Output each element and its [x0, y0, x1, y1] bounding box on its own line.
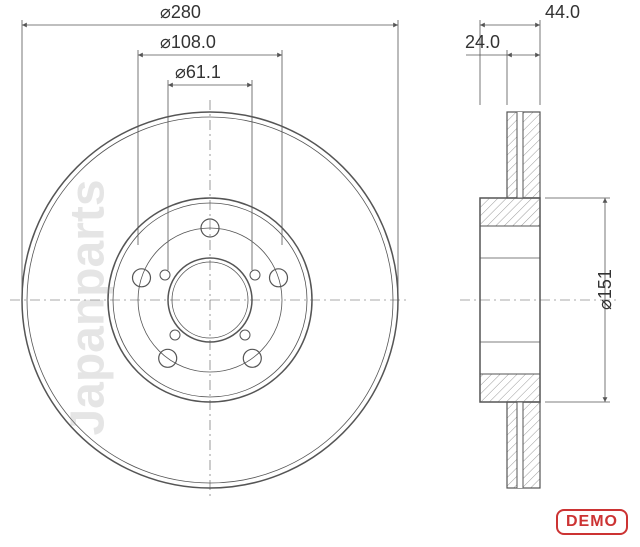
dim-w24: 24.0: [465, 32, 500, 53]
dim-d151: ⌀151: [595, 269, 616, 310]
dim-w44: 44.0: [545, 2, 580, 23]
drawing-svg: [0, 0, 640, 547]
dim-d280: ⌀280: [160, 2, 201, 23]
dim-d61: ⌀61.1: [175, 62, 221, 83]
demo-badge: DEMO: [556, 509, 628, 535]
dim-d108: ⌀108.0: [160, 32, 216, 53]
drawing-canvas: ⌀280 ⌀108.0 ⌀61.1 44.0 24.0 ⌀151 Japanpa…: [0, 0, 640, 547]
front-view: [10, 100, 410, 500]
